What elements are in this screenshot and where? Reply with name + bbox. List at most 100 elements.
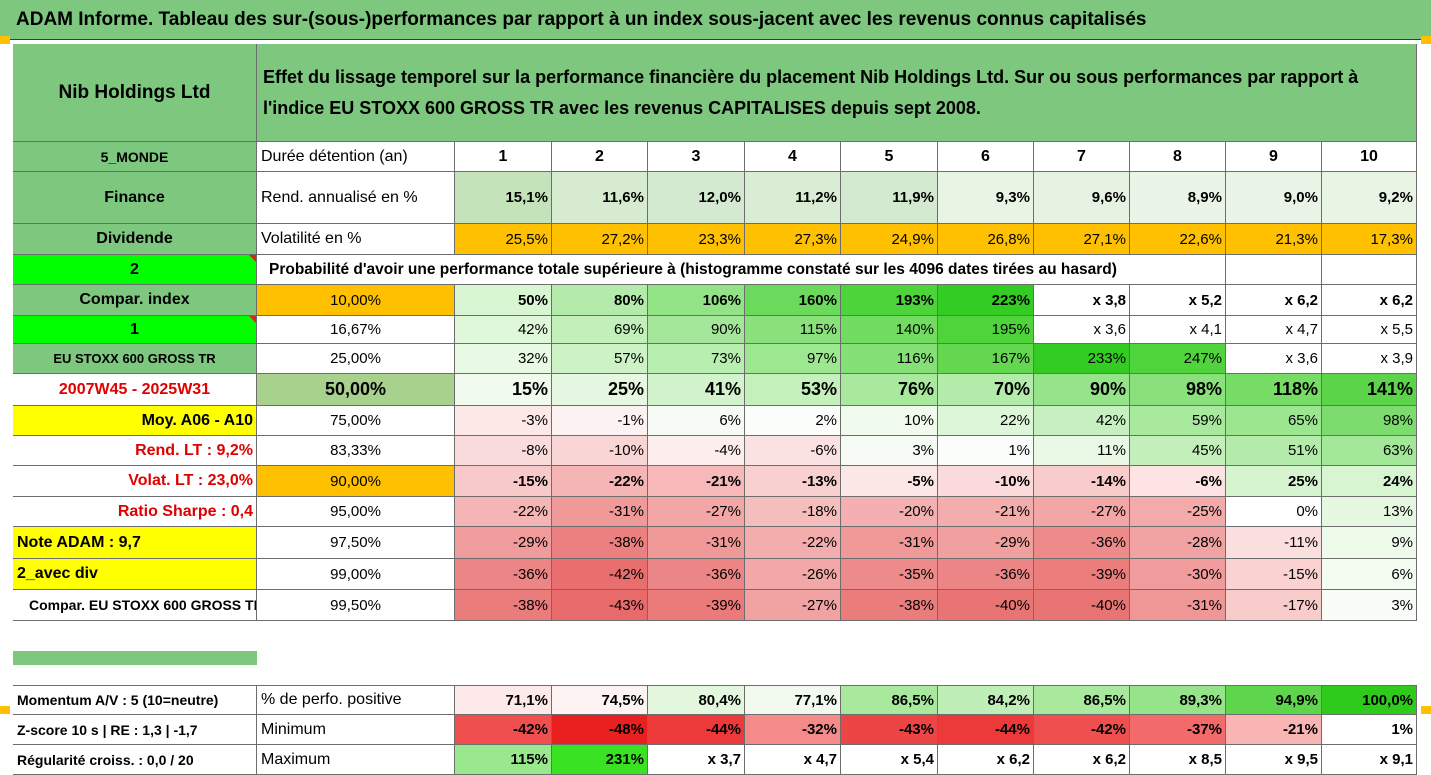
- positive-perf-value: 74,5%: [552, 685, 648, 715]
- volatility-value: 27,3%: [745, 224, 841, 255]
- percentile-label: 99,00%: [257, 559, 455, 590]
- positive-perf-value: 89,3%: [1130, 685, 1226, 715]
- percentile-value: 118%: [1226, 374, 1322, 406]
- percentile-value: -42%: [552, 559, 648, 590]
- percentile-value: 25%: [1226, 466, 1322, 497]
- annual-return-value: 11,9%: [841, 172, 938, 224]
- percentile-value: 97%: [745, 344, 841, 374]
- annual-return-value: 11,6%: [552, 172, 648, 224]
- company-name: Nib Holdings Ltd: [13, 44, 257, 142]
- percentile-label: 50,00%: [257, 374, 455, 406]
- percentile-value: x 3,6: [1226, 344, 1322, 374]
- annual-return-value: 9,2%: [1322, 172, 1417, 224]
- percentile-value: 98%: [1130, 374, 1226, 406]
- volatility-value: 25,5%: [455, 224, 552, 255]
- percentile-value: 41%: [648, 374, 745, 406]
- maximum-value: 115%: [455, 745, 552, 775]
- holding-duration-label: Durée détention (an): [257, 142, 455, 172]
- positive-perf-value: 80,4%: [648, 685, 745, 715]
- percentile-value: 247%: [1130, 344, 1226, 374]
- percentile-value: -22%: [552, 466, 648, 497]
- annual-return-value: 9,3%: [938, 172, 1034, 224]
- percentile-value: 195%: [938, 316, 1034, 344]
- percentile-value: x 3,8: [1034, 285, 1130, 316]
- year-header: 7: [1034, 142, 1130, 172]
- positive-perf-label: % de perfo. positive: [257, 685, 455, 715]
- percentile-value: 3%: [1322, 590, 1417, 621]
- percentile-value: 22%: [938, 406, 1034, 436]
- percentile-value: 141%: [1322, 374, 1417, 406]
- minimum-value: -44%: [938, 715, 1034, 745]
- percentile-value: -17%: [1226, 590, 1322, 621]
- percentile-value: -15%: [1226, 559, 1322, 590]
- percentile-value: 69%: [552, 316, 648, 344]
- year-header: 6: [938, 142, 1034, 172]
- volatility-label: Volatilité en %: [257, 224, 455, 255]
- minimum-value: -21%: [1226, 715, 1322, 745]
- percentile-value: 1%: [938, 436, 1034, 466]
- percentile-value: -21%: [648, 466, 745, 497]
- volatility-value: 27,2%: [552, 224, 648, 255]
- maximum-value: x 3,7: [648, 745, 745, 775]
- percentile-value: -5%: [841, 466, 938, 497]
- percentile-value: 167%: [938, 344, 1034, 374]
- spacer-bar: [13, 651, 257, 665]
- percentile-value: 24%: [1322, 466, 1417, 497]
- percentile-value: 50%: [455, 285, 552, 316]
- region-label: 5_MONDE: [13, 142, 257, 172]
- maximum-label: Maximum: [257, 745, 455, 775]
- maximum-value: x 4,7: [745, 745, 841, 775]
- percentile-label: 97,50%: [257, 527, 455, 559]
- percentile-value: 32%: [455, 344, 552, 374]
- percentile-value: 51%: [1226, 436, 1322, 466]
- year-header: 9: [1226, 142, 1322, 172]
- comparison-index-label: Compar. EU STOXX 600 GROSS TR: [13, 590, 257, 621]
- percentile-value: -29%: [455, 527, 552, 559]
- minimum-value: -37%: [1130, 715, 1226, 745]
- percentile-value: -29%: [938, 527, 1034, 559]
- percentile-value: 115%: [745, 316, 841, 344]
- percentile-value: -14%: [1034, 466, 1130, 497]
- minimum-value: -44%: [648, 715, 745, 745]
- momentum-label: Momentum A/V : 5 (10=neutre): [13, 685, 257, 715]
- positive-perf-value: 71,1%: [455, 685, 552, 715]
- annual-return-value: 8,9%: [1130, 172, 1226, 224]
- percentile-value: 106%: [648, 285, 745, 316]
- percentile-value: -22%: [455, 497, 552, 527]
- dividend-mode: 2_avec div: [13, 559, 257, 590]
- percentile-value: -30%: [1130, 559, 1226, 590]
- year-header: 1: [455, 142, 552, 172]
- volatility-value: 22,6%: [1130, 224, 1226, 255]
- percentile-value: -8%: [455, 436, 552, 466]
- percentile-value: -21%: [938, 497, 1034, 527]
- percentile-value: 9%: [1322, 527, 1417, 559]
- percentile-value: -31%: [552, 497, 648, 527]
- percentile-value: 76%: [841, 374, 938, 406]
- year-header: 10: [1322, 142, 1417, 172]
- option-one-cell[interactable]: 1: [13, 316, 257, 344]
- percentile-value: -36%: [1034, 527, 1130, 559]
- percentile-value: -10%: [938, 466, 1034, 497]
- percentile-value: x 6,2: [1226, 285, 1322, 316]
- percentile-value: 42%: [455, 316, 552, 344]
- percentile-value: -15%: [455, 466, 552, 497]
- option-two-cell[interactable]: 2: [13, 255, 257, 285]
- percentile-value: -4%: [648, 436, 745, 466]
- maximum-value: x 8,5: [1130, 745, 1226, 775]
- positive-perf-value: 84,2%: [938, 685, 1034, 715]
- percentile-value: x 5,5: [1322, 316, 1417, 344]
- annual-return-label: Rend. annualisé en %: [257, 172, 455, 224]
- percentile-value: 25%: [552, 374, 648, 406]
- percentile-value: 223%: [938, 285, 1034, 316]
- dividend-label: Dividende: [13, 224, 257, 255]
- minimum-value: -42%: [455, 715, 552, 745]
- percentile-value: 3%: [841, 436, 938, 466]
- maximum-value: 231%: [552, 745, 648, 775]
- percentile-value: 140%: [841, 316, 938, 344]
- volatility-value: 17,3%: [1322, 224, 1417, 255]
- percentile-value: -36%: [455, 559, 552, 590]
- minimum-label: Minimum: [257, 715, 455, 745]
- percentile-value: 65%: [1226, 406, 1322, 436]
- probability-caption: Probabilité d'avoir une performance tota…: [257, 255, 1226, 285]
- positive-perf-value: 100,0%: [1322, 685, 1417, 715]
